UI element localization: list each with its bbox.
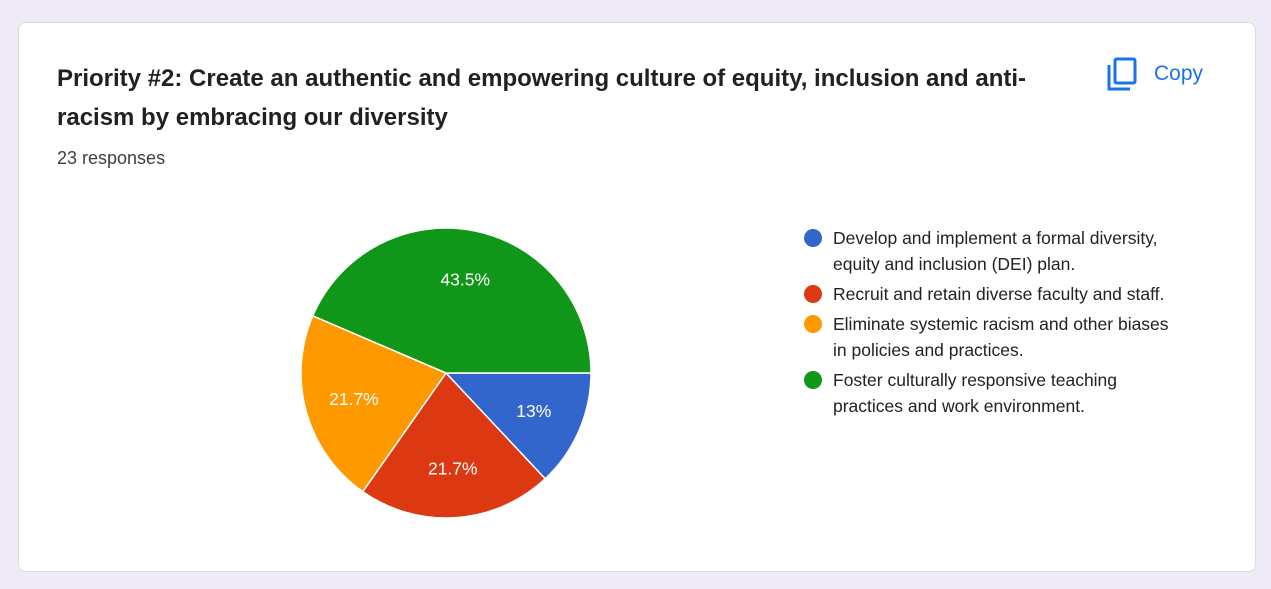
copy-icon bbox=[1107, 57, 1137, 91]
legend-label-2: Recruit and retain diverse faculty and s… bbox=[833, 284, 1165, 304]
legend-label-4: Foster culturally responsive teaching pr… bbox=[833, 370, 1118, 416]
legend-item-1: Develop and implement a formal diversity… bbox=[804, 225, 1204, 277]
legend-label-3: Eliminate systemic racism and other bias… bbox=[833, 314, 1169, 360]
question-title: Priority #2: Create an authentic and emp… bbox=[57, 65, 1027, 131]
legend-swatch-1 bbox=[804, 229, 822, 247]
pie-slice-label-2: 21.7% bbox=[428, 458, 478, 478]
legend-item-3: Eliminate systemic racism and other bias… bbox=[804, 311, 1204, 363]
pie-slice-1[interactable] bbox=[444, 372, 592, 480]
pie-slice-label-3: 21.7% bbox=[329, 389, 379, 409]
pie-chart: 13% 21.7% 21.7% 43.5% bbox=[300, 227, 592, 519]
pie-slice-2[interactable] bbox=[361, 371, 547, 519]
pie-slice-label-4: 43.5% bbox=[440, 269, 490, 289]
pie-slice-3[interactable] bbox=[300, 314, 448, 493]
legend-swatch-4 bbox=[804, 371, 822, 389]
pie-slice-4[interactable] bbox=[311, 227, 592, 374]
legend-label-1: Develop and implement a formal diversity… bbox=[833, 228, 1158, 274]
question-card: Priority #2: Create an authentic and emp… bbox=[18, 22, 1256, 572]
legend-item-4: Foster culturally responsive teaching pr… bbox=[804, 367, 1204, 419]
copy-button-label: Copy bbox=[1154, 62, 1204, 85]
legend-swatch-3 bbox=[804, 315, 822, 333]
legend-swatch-2 bbox=[804, 285, 822, 303]
responses-count: 23 responses bbox=[57, 148, 166, 168]
chart-legend: Develop and implement a formal diversity… bbox=[804, 225, 1204, 423]
pie-slice-label-1: 13% bbox=[516, 401, 551, 421]
copy-button[interactable]: Copy bbox=[1104, 54, 1203, 94]
legend-item-2: Recruit and retain diverse faculty and s… bbox=[804, 281, 1204, 307]
